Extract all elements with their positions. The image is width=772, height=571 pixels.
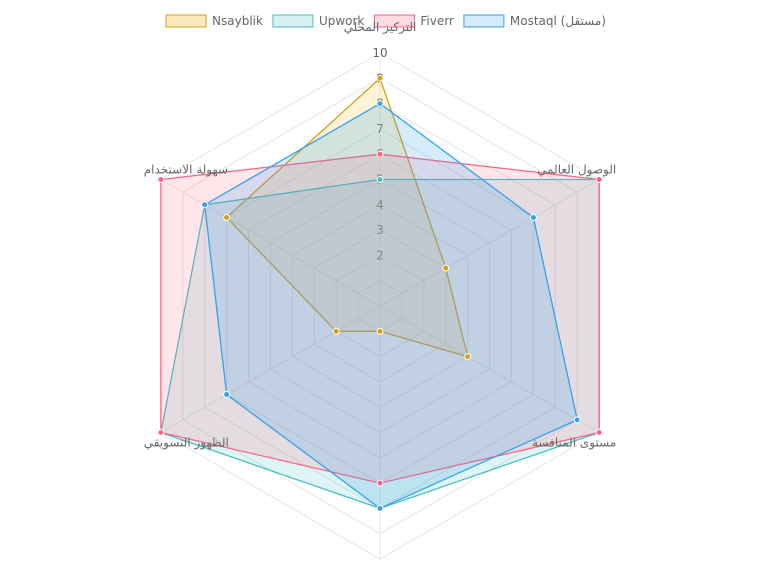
data-point[interactable] [595, 176, 603, 183]
axis-spoke [379, 179, 600, 307]
data-point[interactable] [376, 100, 384, 108]
legend-swatch [463, 14, 505, 28]
data-point[interactable] [223, 213, 231, 221]
data-point[interactable] [376, 327, 384, 335]
data-point[interactable] [376, 504, 384, 512]
axis-label: الظهور التسويقي [144, 435, 229, 450]
data-point[interactable] [376, 479, 384, 487]
point-layer [157, 74, 603, 512]
legend-swatch [165, 14, 207, 28]
legend-item[interactable]: Fiverr [373, 14, 454, 28]
data-point[interactable] [376, 150, 384, 158]
tick-label: 3 [376, 223, 384, 237]
tick-label: 10 [372, 46, 387, 60]
legend-label: Fiverr [420, 14, 454, 28]
data-point[interactable] [442, 264, 450, 272]
axis-spoke [160, 179, 381, 307]
data-point[interactable] [464, 353, 472, 361]
legend: Nsayblik Upwork Fiverr Mostaql (مستقل) [165, 14, 606, 28]
tick-backdrop [372, 196, 388, 211]
series-layer [160, 77, 600, 510]
axis-label: التركيز المحلي [344, 20, 417, 35]
legend-swatch [373, 14, 415, 28]
legend-swatch [272, 14, 314, 28]
tick-backdrop [372, 222, 388, 237]
tick-label: 2 [376, 248, 384, 262]
axis-label: الوصول العالمي [537, 163, 616, 178]
tick-label: 7 [376, 122, 384, 136]
legend-item[interactable]: Mostaql (مستقل) [463, 14, 606, 28]
tick-backdrop [372, 247, 388, 262]
data-point[interactable] [223, 391, 231, 399]
data-point[interactable] [332, 327, 340, 335]
legend-item[interactable]: Upwork [272, 14, 364, 28]
axis-spoke [379, 305, 600, 433]
tick-backdrop [372, 45, 388, 59]
axis-spoke [160, 305, 381, 433]
legend-label: Mostaql (مستقل) [510, 14, 606, 28]
legend-label: Upwork [319, 14, 364, 28]
data-point[interactable] [376, 74, 384, 82]
legend-item[interactable]: Nsayblik [165, 14, 263, 28]
data-point[interactable] [573, 416, 581, 424]
axis-labels: التركيز المحلي الوصول العالمي مستوى المناف… [144, 20, 617, 450]
data-point[interactable] [376, 176, 384, 183]
data-point[interactable] [157, 176, 165, 183]
legend-label: Nsayblik [212, 14, 263, 28]
axis-label: سهولة الاستخدام [144, 163, 228, 178]
data-point[interactable] [201, 201, 209, 209]
tick-backdrop [372, 120, 388, 135]
data-point[interactable] [529, 213, 537, 221]
data-point[interactable] [595, 429, 603, 436]
data-point[interactable] [157, 429, 165, 436]
axis-label: مستوى المنافسة [532, 435, 616, 450]
tick-label: 4 [376, 198, 384, 212]
